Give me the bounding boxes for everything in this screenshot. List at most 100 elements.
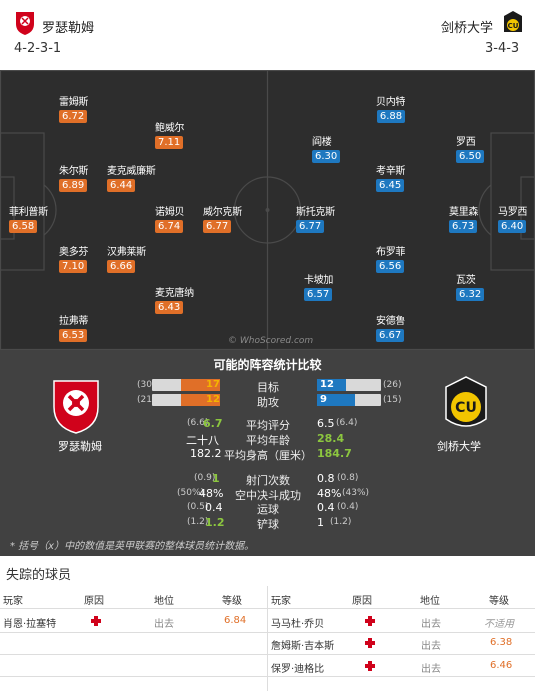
player-rating: 6.74: [155, 220, 184, 233]
player-name[interactable]: 罗西: [456, 137, 476, 148]
player-name[interactable]: 诺姆贝: [155, 207, 185, 218]
missing-player-rating: 6.46: [490, 660, 513, 671]
player-name[interactable]: 瓦茨: [456, 275, 476, 286]
comparison-away-team: 剑桥大学: [437, 440, 481, 453]
away-player[interactable]: 阎楼 6.30: [312, 133, 341, 163]
away-team-name[interactable]: 剑桥大学: [441, 21, 494, 36]
height-label: 平均身高（厘米）: [224, 449, 312, 462]
player-rating: 6.53: [59, 329, 88, 342]
injury-icon: [365, 638, 375, 648]
player-name[interactable]: 麦克威廉斯: [107, 166, 156, 177]
footnote: * 括号（x）中的数值是英甲联赛的整体球员统计数据。: [10, 541, 255, 552]
col-header-reason: 原因: [352, 596, 372, 607]
injury-icon: [91, 616, 101, 626]
rotherham-crest-icon: [16, 12, 34, 35]
missing-player-status: 出去: [421, 641, 441, 652]
dribbles-away-average: (0.4): [337, 502, 359, 512]
assists-away-value: 9: [320, 394, 327, 405]
away-player[interactable]: 斯托克斯 6.77: [296, 203, 335, 233]
home-player[interactable]: 拉弗蒂 6.53: [59, 312, 88, 342]
player-rating: 6.67: [376, 329, 405, 342]
missing-player-status: 出去: [421, 664, 441, 675]
goals-away-value: 12: [320, 379, 334, 390]
missing-player-name[interactable]: 肖恩·拉塞特: [3, 619, 57, 630]
dribbles-away-value: 0.4: [317, 501, 335, 514]
player-name[interactable]: 布罗菲: [376, 247, 406, 258]
away-player[interactable]: 布罗菲 6.56: [376, 243, 405, 273]
cambridge-crest-icon: CU: [504, 11, 522, 32]
dribbles-home-average: (0.5): [187, 502, 209, 512]
away-player[interactable]: 贝内特 6.88: [376, 93, 405, 123]
aerial-home-average: (50%): [177, 488, 205, 498]
rating-label: 平均评分: [246, 419, 290, 432]
away-player[interactable]: 卡坡加 6.57: [304, 271, 333, 301]
player-name[interactable]: 马罗西: [498, 207, 528, 218]
player-name[interactable]: 威尔克斯: [203, 207, 242, 218]
match-header: 罗瑟勒姆 4-2-3-1 剑桥大学 CU 3-4-3: [0, 0, 535, 70]
home-player[interactable]: 菲利普斯 6.58: [9, 203, 48, 233]
player-name[interactable]: 汉弗莱斯: [107, 247, 146, 258]
player-rating: 7.11: [155, 136, 184, 149]
tackles-home-value: 1.2: [205, 516, 225, 529]
home-team-name[interactable]: 罗瑟勒姆: [42, 21, 95, 36]
player-rating: 6.77: [296, 220, 325, 233]
player-name[interactable]: 莫里森: [449, 207, 479, 218]
age-label: 平均年龄: [246, 434, 290, 447]
assists-home-bar: [152, 394, 220, 406]
player-name[interactable]: 卡坡加: [304, 275, 334, 286]
away-player[interactable]: 瓦茨 6.32: [456, 271, 485, 301]
assists-label: 助攻: [257, 396, 279, 409]
home-player[interactable]: 汉弗莱斯 6.66: [107, 243, 146, 273]
tackles-home-average: (1.2): [187, 517, 209, 527]
player-rating: 6.45: [376, 179, 405, 192]
home-player[interactable]: 雷姆斯 6.72: [59, 93, 88, 123]
svg-text:CU: CU: [508, 22, 519, 30]
missing-player-name[interactable]: 马马杜·乔贝: [271, 619, 325, 630]
pitch: 雷姆斯 6.72 鲍威尔 7.11 朱尔斯 6.89 麦克威廉斯 6.44 菲利…: [0, 70, 535, 350]
home-player[interactable]: 朱尔斯 6.89: [59, 162, 88, 192]
assists-away-average: (15): [383, 395, 402, 405]
away-player[interactable]: 马罗西 6.40: [498, 203, 527, 233]
home-player[interactable]: 麦克威廉斯 6.44: [107, 162, 156, 192]
missing-player-name[interactable]: 保罗·迪格比: [271, 664, 325, 675]
player-name[interactable]: 朱尔斯: [59, 166, 89, 177]
player-name[interactable]: 考辛斯: [376, 166, 406, 177]
player-name[interactable]: 斯托克斯: [296, 207, 335, 218]
missing-player-rating: 6.38: [490, 637, 513, 648]
home-player[interactable]: 麦克唐纳 6.43: [155, 284, 194, 314]
player-rating: 6.72: [59, 110, 88, 123]
rotherham-badge-icon: [53, 380, 99, 434]
player-name[interactable]: 菲利普斯: [9, 207, 48, 218]
player-rating: 6.57: [304, 288, 333, 301]
player-name[interactable]: 鲍威尔: [155, 123, 185, 134]
player-name[interactable]: 麦克唐纳: [155, 288, 194, 299]
col-header-player: 玩家: [3, 596, 23, 607]
player-name[interactable]: 拉弗蒂: [59, 316, 89, 327]
shots-label: 射门次数: [246, 474, 290, 487]
home-player[interactable]: 诺姆贝 6.74: [155, 203, 184, 233]
column-divider: [267, 586, 268, 691]
away-player[interactable]: 安德鲁 6.67: [376, 312, 405, 342]
player-name[interactable]: 雷姆斯: [59, 97, 89, 108]
missing-player-name[interactable]: 詹姆斯·吉本斯: [271, 641, 335, 652]
away-player[interactable]: 考辛斯 6.45: [376, 162, 405, 192]
player-rating: 6.88: [376, 110, 406, 123]
player-name[interactable]: 安德鲁: [376, 316, 406, 327]
home-player[interactable]: 奥多芬 7.10: [59, 243, 88, 273]
player-rating: 6.30: [312, 150, 341, 163]
away-player[interactable]: 罗西 6.50: [456, 133, 485, 163]
col-header-reason: 原因: [84, 596, 104, 607]
home-player[interactable]: 威尔克斯 6.77: [203, 203, 242, 233]
rating-away-value: 6.5: [317, 417, 335, 430]
home-player[interactable]: 鲍威尔 7.11: [155, 119, 184, 149]
cambridge-badge-icon: CU: [445, 376, 487, 427]
player-name[interactable]: 奥多芬: [59, 247, 89, 258]
away-player[interactable]: 莫里森 6.73: [449, 203, 478, 233]
goals-home-average: (30): [137, 380, 156, 390]
player-rating: 6.77: [203, 220, 232, 233]
goals-label: 目标: [257, 381, 279, 394]
player-rating: 6.32: [456, 288, 485, 301]
player-name[interactable]: 贝内特: [376, 97, 406, 108]
comparison-home-team: 罗瑟勒姆: [58, 440, 102, 453]
player-name[interactable]: 阎楼: [312, 137, 332, 148]
